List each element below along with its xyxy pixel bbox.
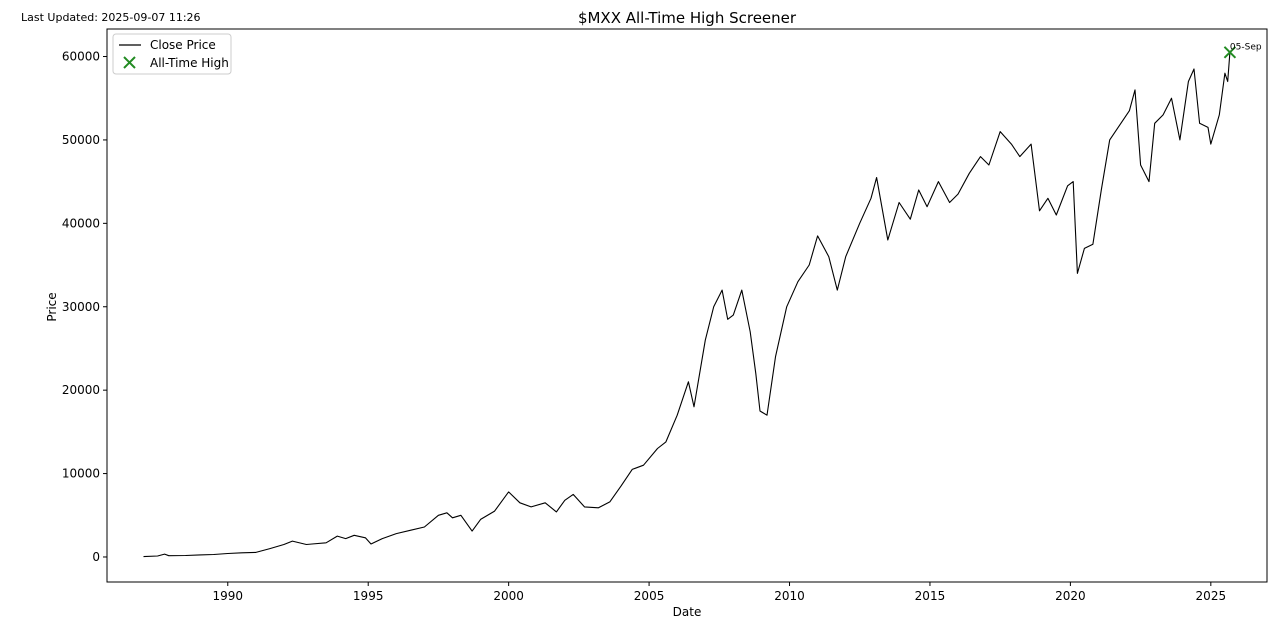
y-axis-label: Price [45,292,59,321]
plot-area [106,28,1268,583]
x-axis-ticks: 1990 1995 2000 2005 2010 2015 2020 2025 [213,582,1227,603]
y-tick-label: 10000 [62,467,100,481]
y-tick-label: 30000 [62,300,100,314]
chart-title: $MXX All-Time High Screener [578,9,797,27]
last-updated-label: Last Updated: 2025-09-07 11:26 [21,11,201,24]
legend-all-time-high: All-Time High [150,56,229,70]
all-time-high-marker [1223,46,1237,59]
y-tick-label: 40000 [62,216,100,230]
x-axis-label: Date [673,605,702,619]
legend: Close Price All-Time High [112,33,232,75]
x-tick-label: 2000 [493,589,524,603]
y-tick-label: 50000 [62,133,100,147]
x-tick-label: 2015 [915,589,946,603]
x-tick-label: 2025 [1196,589,1227,603]
y-axis-ticks: 0 10000 20000 30000 40000 50000 60000 [62,50,107,564]
y-tick-label: 20000 [62,383,100,397]
legend-x-swatch [123,56,136,69]
x-tick-label: 1995 [353,589,384,603]
x-tick-label: 2010 [774,589,805,603]
close-price-line [143,52,1231,558]
legend-close-price: Close Price [150,38,216,52]
y-tick-label: 60000 [62,50,100,64]
y-tick-label: 0 [92,550,100,564]
x-tick-label: 1990 [213,589,244,603]
x-tick-label: 2005 [634,589,665,603]
ath-marker-stroke [1223,46,1237,59]
ath-date-label: 05-Sep [1230,42,1262,52]
x-tick-label: 2020 [1055,589,1086,603]
